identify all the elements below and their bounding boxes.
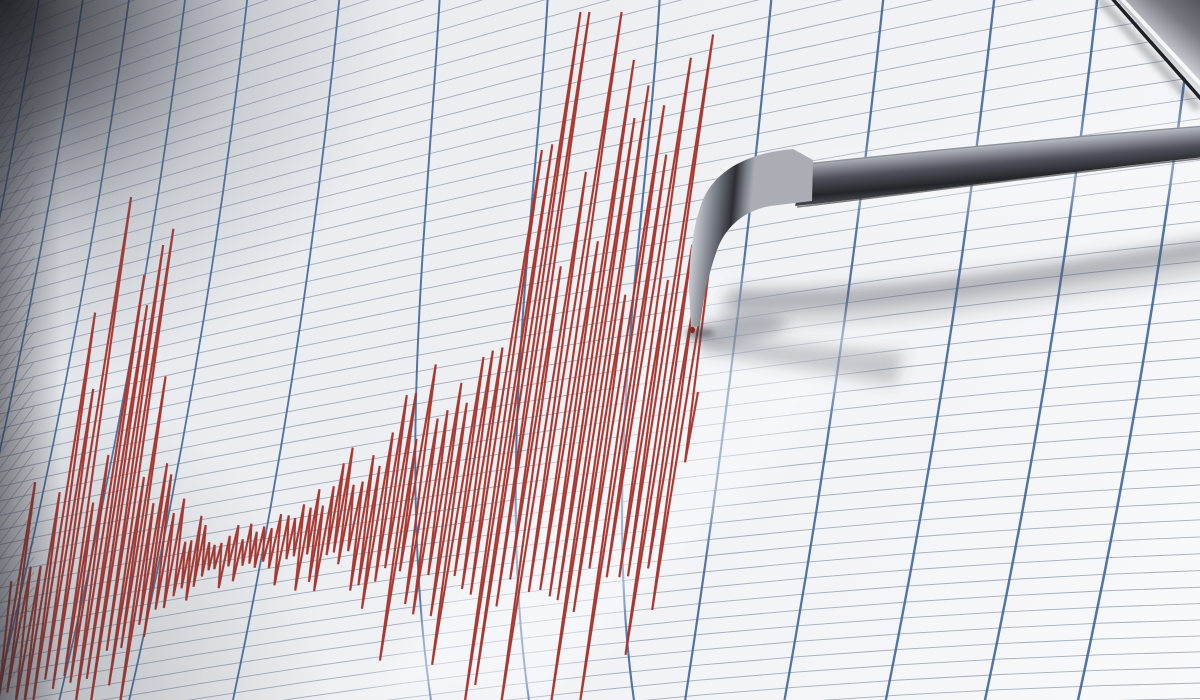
pen-tip xyxy=(690,326,695,334)
corner-shadow xyxy=(0,0,430,700)
pen-arm xyxy=(689,125,1200,334)
pen-elbow xyxy=(689,149,813,328)
metal-bracket xyxy=(1111,0,1200,101)
pen-shadow xyxy=(686,0,1200,385)
